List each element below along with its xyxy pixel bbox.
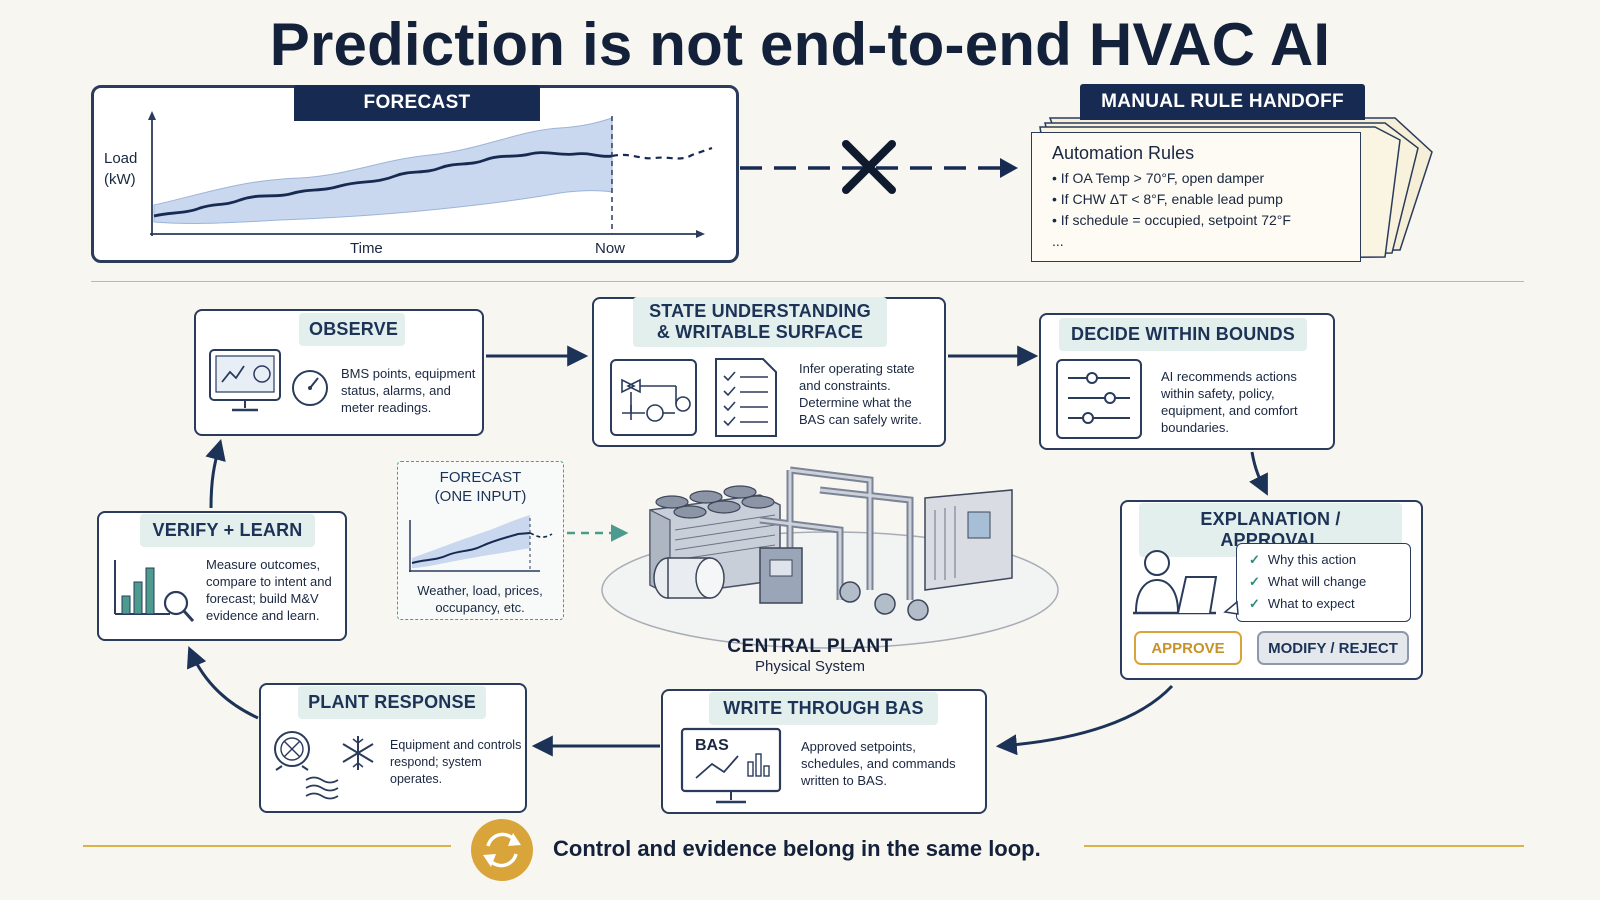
manual-handoff-header: MANUAL RULE HANDOFF (1080, 84, 1365, 120)
bas-screen-label: BAS (695, 737, 729, 754)
rules-list: • If OA Temp > 70°F, open damper • If CH… (1052, 168, 1352, 252)
schematic-icon (610, 359, 697, 436)
state-text: Infer operating state and constraints. D… (799, 361, 922, 427)
rule-item: • If schedule = occupied, setpoint 72°F (1052, 212, 1291, 228)
forecast-y-label: Load (kW) (104, 148, 164, 190)
plant-response-label: PLANT RESPONSE (298, 686, 486, 719)
rules-title: Automation Rules (1052, 143, 1195, 163)
forecast-input-text: Weather, load, prices, occupancy, etc. (417, 583, 543, 615)
observe-text: BMS points, equipment status, alarms, an… (341, 366, 476, 415)
check-item: ✓ What to expect (1249, 593, 1410, 615)
central-plant-title: CENTRAL PLANT (727, 636, 893, 657)
state-label: STATE UNDERSTANDING & WRITABLE SURFACE (633, 297, 887, 347)
verify-label: VERIFY + LEARN (140, 514, 315, 547)
approve-button[interactable]: APPROVE (1134, 631, 1242, 665)
check-icon: ✓ (1249, 552, 1260, 567)
check-item-label: Why this action (1267, 552, 1357, 567)
page-title: Prediction is not end-to-end HVAC AI (269, 11, 1331, 78)
footer-line-right (1084, 845, 1524, 847)
decide-text: AI recommends actions within safety, pol… (1161, 369, 1298, 435)
forecast-y-label-text: Load (kW) (104, 150, 138, 188)
sliders-icon-box (1056, 359, 1142, 439)
modify-reject-button[interactable]: MODIFY / REJECT (1257, 631, 1409, 665)
forecast-header: FORECAST (294, 85, 540, 121)
check-icon: ✓ (1249, 596, 1260, 611)
plant-response-text: Equipment and controls respond; system o… (390, 738, 522, 786)
footer-text: Control and evidence belong in the same … (553, 836, 1041, 861)
write-text: Approved setpoints, schedules, and comma… (801, 739, 956, 788)
central-plant-subtitle: Physical System (754, 658, 866, 675)
forecast-input-label-line1: FORECAST (439, 469, 522, 486)
check-item: ✓ What will change (1249, 571, 1410, 593)
check-item: ✓ Why this action (1249, 549, 1410, 571)
section-divider (91, 281, 1524, 282)
state-label-line2: & WRITABLE SURFACE (656, 322, 864, 342)
state-label-line1: STATE UNDERSTANDING (649, 301, 871, 321)
footer-line-left (83, 845, 451, 847)
check-icon: ✓ (1249, 574, 1260, 589)
rules-page (1031, 132, 1361, 262)
forecast-x-label: Time (350, 240, 383, 257)
check-item-label: What to expect (1267, 596, 1355, 611)
forecast-now-label: Now (595, 240, 626, 257)
forecast-input-label-line2: (ONE INPUT) (434, 488, 527, 505)
rule-item: • If CHW ΔT < 8°F, enable lead pump (1052, 191, 1283, 207)
rule-item: ... (1052, 233, 1064, 249)
observe-label: OBSERVE (299, 313, 405, 346)
check-item-label: What will change (1267, 574, 1367, 589)
verify-text: Measure outcomes, compare to intent and … (206, 557, 332, 623)
explanation-checklist: ✓ Why this action ✓ What will change ✓ What… (1236, 543, 1411, 622)
rule-item: • If OA Temp > 70°F, open damper (1052, 170, 1265, 186)
decide-label: DECIDE WITHIN BOUNDS (1059, 318, 1307, 351)
write-label: WRITE THROUGH BAS (709, 692, 938, 725)
forecast-input-label: FORECAST (ONE INPUT) (397, 468, 564, 506)
